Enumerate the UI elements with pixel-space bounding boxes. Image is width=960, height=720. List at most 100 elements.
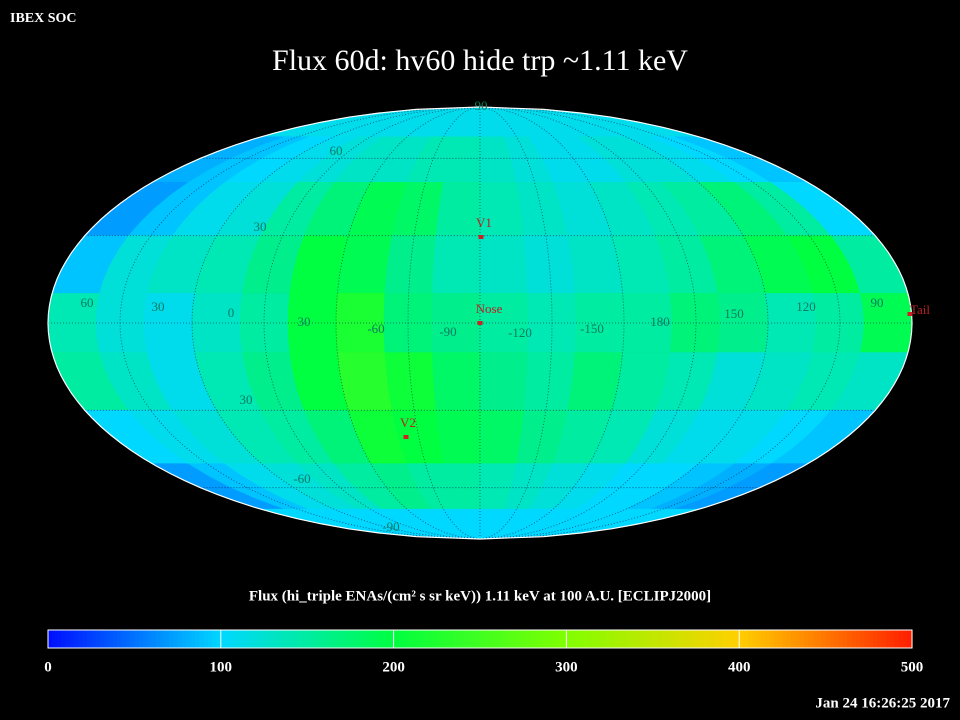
colorbar-swatch (458, 630, 464, 648)
colorbar-swatch (670, 630, 675, 648)
colorbar-swatch (873, 630, 879, 648)
grid-label: -60 (293, 471, 310, 486)
colorbar-swatch (462, 630, 468, 648)
colorbar-swatch (644, 630, 650, 648)
grid-label: 150 (724, 306, 744, 321)
colorbar-swatch (449, 630, 455, 648)
colorbar-swatch (475, 630, 481, 648)
colorbar-swatch (553, 630, 559, 648)
colorbar-swatch (406, 630, 412, 648)
colorbar-swatch (868, 630, 874, 648)
colorbar-swatch (350, 630, 356, 648)
colorbar-swatch (907, 630, 913, 648)
flux-cell (384, 235, 437, 294)
colorbar-swatch (393, 630, 399, 648)
flux-cell (717, 293, 769, 353)
colorbar-swatch (372, 630, 377, 648)
colorbar-swatch (346, 630, 351, 648)
flux-cell (432, 235, 481, 294)
colorbar-swatch (229, 630, 235, 648)
flux-cell (860, 293, 913, 353)
colorbar-swatch (791, 630, 796, 648)
colorbar-swatch (432, 630, 438, 648)
colorbar-swatch (65, 630, 71, 648)
colorbar-swatch (199, 630, 205, 648)
colorbar-swatch (570, 630, 576, 648)
colorbar-swatch (855, 630, 861, 648)
colorbar-swatch (816, 630, 822, 648)
colorbar-swatch (579, 630, 585, 648)
colorbar-swatch (255, 630, 261, 648)
colorbar-swatch (389, 630, 395, 648)
colorbar-swatch (726, 630, 732, 648)
flux-cell (479, 235, 528, 294)
colorbar-swatch (289, 630, 295, 648)
colorbar-swatch (765, 630, 771, 648)
colorbar-swatch (91, 630, 97, 648)
colorbar-swatch (687, 630, 693, 648)
colorbar-tick-label: 200 (382, 659, 405, 675)
colorbar-swatch (825, 630, 831, 648)
colorbar-swatch (648, 630, 654, 648)
colorbar-swatch (99, 630, 105, 648)
colorbar-swatch (337, 630, 343, 648)
colorbar-swatch (56, 630, 62, 648)
grid-label: 90 (871, 295, 884, 310)
grid-label: 180 (650, 314, 670, 329)
colorbar-swatch (78, 630, 84, 648)
colorbar-tick-label: 300 (555, 659, 578, 675)
colorbar-swatch (717, 630, 723, 648)
colorbar-swatch (125, 630, 131, 648)
colorbar-swatch (207, 630, 213, 648)
colorbar-swatch (769, 630, 775, 648)
colorbar-swatch (804, 630, 809, 648)
colorbar-swatch (276, 630, 282, 648)
colorbar-swatch (613, 630, 619, 648)
colorbar-swatch (324, 630, 330, 648)
colorbar-swatch (177, 630, 183, 648)
grid-label: 90 (475, 98, 488, 113)
colorbar-swatch (739, 630, 745, 648)
colorbar-swatch (242, 630, 248, 648)
colorbar-swatch (147, 630, 153, 648)
colorbar-swatch (307, 630, 313, 648)
colorbar-swatch (514, 630, 520, 648)
grid-label: 60 (330, 143, 343, 158)
colorbar-swatch (778, 630, 783, 648)
colorbar-swatch (320, 630, 326, 648)
colorbar-swatch (609, 630, 615, 648)
colorbar-swatch (505, 630, 511, 648)
colorbar-swatch (315, 630, 321, 648)
colorbar-swatch (341, 630, 347, 648)
colorbar-swatch (575, 630, 580, 648)
colorbar-swatch (151, 630, 157, 648)
colorbar-swatch (173, 630, 179, 648)
colorbar-swatch (302, 630, 308, 648)
colorbar-title: Flux (hi_triple ENAs/(cm² s sr keV)) 1.1… (249, 588, 711, 604)
colorbar-swatch (428, 630, 434, 648)
grid-label: 30 (152, 299, 165, 314)
colorbar-swatch (251, 630, 256, 648)
marker-label: Tail (910, 302, 930, 317)
colorbar-swatch (181, 630, 187, 648)
chart-title: Flux 60d: hv60 hide trp ~1.11 keV (272, 44, 688, 77)
colorbar-swatch (713, 630, 719, 648)
colorbar-swatch (238, 630, 243, 648)
colorbar-swatch (518, 630, 524, 648)
colorbar-swatch (812, 630, 818, 648)
colorbar-swatch (639, 630, 645, 648)
colorbar-swatch (272, 630, 278, 648)
colorbar-swatch (583, 630, 589, 648)
flux-cell (523, 235, 576, 294)
flux-cell (384, 352, 437, 411)
colorbar-swatch (259, 630, 265, 648)
colorbar-swatch (225, 630, 231, 648)
colorbar-swatch (540, 630, 546, 648)
colorbar-swatch (549, 630, 555, 648)
colorbar-swatch (48, 630, 53, 648)
colorbar-swatch (268, 630, 274, 648)
colorbar-swatch (734, 630, 740, 648)
colorbar-swatch (410, 630, 416, 648)
colorbar-swatch (233, 630, 239, 648)
colorbar-swatch (808, 630, 814, 648)
